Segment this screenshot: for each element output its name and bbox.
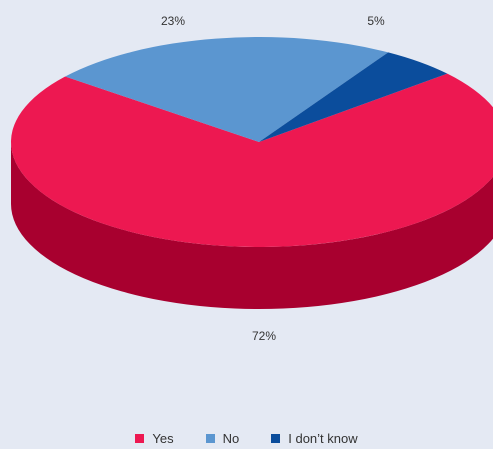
pie-slice-no <box>65 37 389 143</box>
pie-side-yes <box>11 142 493 309</box>
pie-slice-yes <box>11 73 493 247</box>
legend-item-dont-know: I don’t know <box>271 430 358 446</box>
data-label-no: 23% <box>161 14 185 28</box>
legend-item-no: No <box>205 430 240 446</box>
legend-swatch-no <box>205 433 215 443</box>
data-label-yes: 72% <box>252 329 276 343</box>
data-label-i-don-t-know: 5% <box>367 14 385 28</box>
chart-legend: Yes No I don’t know <box>0 428 493 448</box>
pie-slice-i-don-t-know <box>259 52 448 142</box>
legend-swatch-yes <box>135 433 145 443</box>
legend-label-dont-know: I don’t know <box>288 430 358 446</box>
legend-label-yes: Yes <box>152 430 174 446</box>
legend-label-no: No <box>222 430 240 446</box>
legend-item-yes: Yes <box>135 430 174 446</box>
legend-swatch-dont-know <box>271 433 281 443</box>
